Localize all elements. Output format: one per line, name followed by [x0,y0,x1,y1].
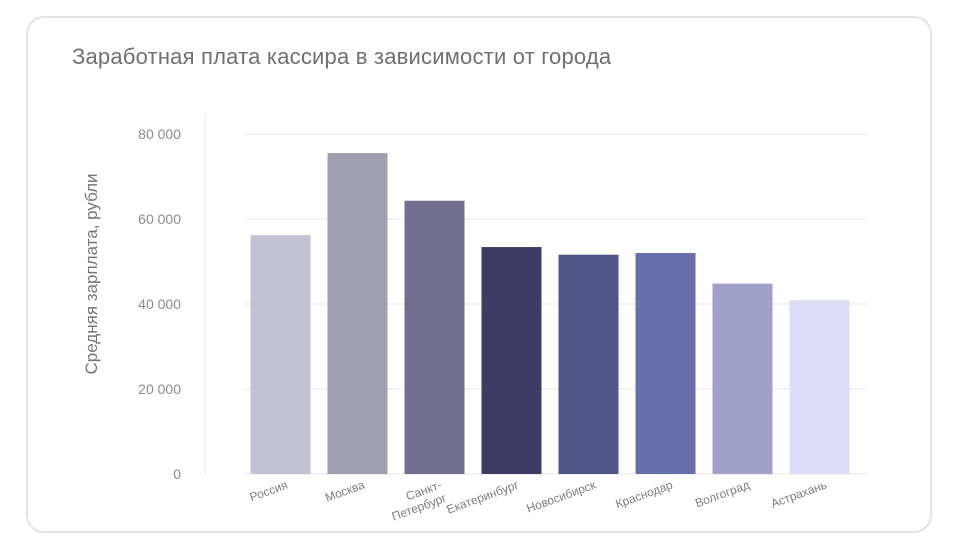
y-tick-label: 20 000 [138,381,181,397]
x-tick-label: Екатеринбург [445,477,521,516]
x-tick-label: Новосибирск [525,477,599,515]
bar [404,200,465,474]
y-axis-label: Средняя зарплата, рубли [82,173,101,374]
chart-title: Заработная плата кассира в зависимости о… [72,44,612,69]
y-tick-label: 80 000 [138,126,181,142]
bar [558,254,619,474]
bar [635,253,696,474]
bar [712,283,773,474]
x-tick-label: Москва [323,478,367,505]
x-tick-label: Астрахань [769,478,829,511]
bar [481,247,542,474]
chart-card [26,16,932,533]
bar [250,235,311,474]
x-tick-label: Санкт-Петербург [385,477,449,523]
y-tick-label: 40 000 [138,296,181,312]
x-tick-label: Краснодар [614,478,675,512]
bar [327,153,388,474]
y-tick-label: 60 000 [138,211,181,227]
x-tick-label: Волгоград [693,478,751,511]
x-tick-label: Россия [248,478,290,505]
bar [789,300,850,474]
y-tick-label: 0 [173,466,181,482]
